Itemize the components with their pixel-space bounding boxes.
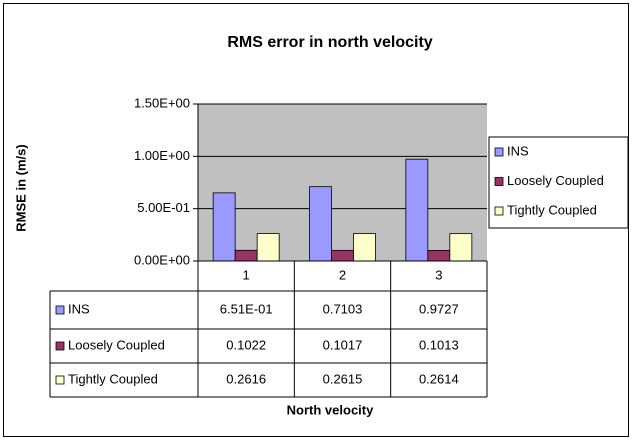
table-row-label: Loosely Coupled <box>68 337 165 352</box>
table-cell: 0.1013 <box>419 337 459 352</box>
bar <box>353 233 376 262</box>
bar <box>212 192 236 262</box>
table-cell: 0.2614 <box>419 371 459 386</box>
table-cell: 6.51E-01 <box>220 301 273 316</box>
legend-label: Loosely Coupled <box>507 173 604 188</box>
y-tick-label: 5.00E-01 <box>137 200 190 215</box>
legend-swatch <box>494 206 504 216</box>
y-tick-label: 1.50E+00 <box>134 95 190 110</box>
plot-area <box>198 104 487 261</box>
legend-label: Tightly Coupled <box>507 202 597 217</box>
y-tick-label: 1.00E+00 <box>134 148 190 163</box>
table-cell: 0.9727 <box>419 301 459 316</box>
table-cell: 0.1017 <box>323 337 363 352</box>
x-axis-title: North velocity <box>287 402 374 417</box>
bar <box>427 249 451 262</box>
bar <box>405 158 429 262</box>
table-swatch <box>55 341 65 351</box>
bar <box>331 249 354 262</box>
table-row-label: INS <box>68 301 90 316</box>
legend-box <box>488 136 629 229</box>
legend-swatch <box>494 177 504 186</box>
table-swatch <box>55 305 65 315</box>
y-tick-label: 0.00E+00 <box>134 252 190 267</box>
bar <box>256 233 280 262</box>
y-axis-title: RMSE in (m/s) <box>13 144 28 231</box>
bar <box>449 233 473 262</box>
bar <box>234 249 258 262</box>
table-swatch <box>55 375 65 385</box>
chart-title: RMS error in north velocity <box>227 34 432 51</box>
table-cell: 0.2616 <box>226 371 266 386</box>
table-cell: 0.7103 <box>323 301 363 316</box>
table-cell: 0.1022 <box>226 337 266 352</box>
x-tick-label: 3 <box>435 267 442 282</box>
bar <box>309 186 332 262</box>
legend-swatch <box>494 147 504 157</box>
legend-label: INS <box>507 143 529 158</box>
table-cell: 0.2615 <box>323 371 363 386</box>
x-tick-label: 2 <box>339 267 346 282</box>
table-row-label: Tightly Coupled <box>68 371 158 386</box>
x-tick-label: 1 <box>243 267 250 282</box>
